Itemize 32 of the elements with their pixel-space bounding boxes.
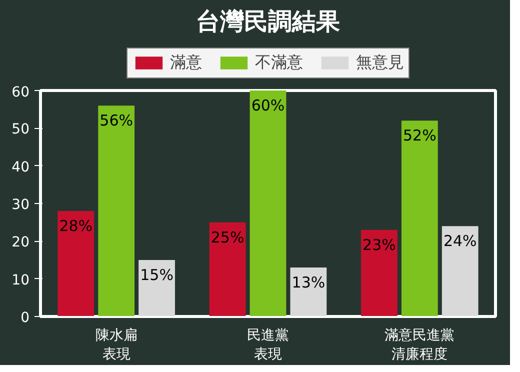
bar bbox=[98, 106, 135, 316]
y-tick-label: 10 bbox=[12, 272, 30, 288]
data-label: 56% bbox=[100, 112, 134, 130]
bar bbox=[361, 230, 398, 316]
bar bbox=[58, 211, 94, 316]
legend-label: 不滿意 bbox=[255, 52, 303, 73]
y-tick-label: 60 bbox=[12, 84, 30, 100]
data-label: 60% bbox=[251, 96, 285, 114]
bar bbox=[250, 90, 286, 316]
data-label: 28% bbox=[59, 217, 93, 236]
data-label: 52% bbox=[402, 126, 436, 145]
x-tick-label: 滿意民進黨清廉程度 bbox=[384, 328, 455, 363]
data-label: 13% bbox=[292, 274, 326, 292]
x-tick-label: 民進黨表現 bbox=[247, 328, 289, 363]
bar bbox=[401, 120, 438, 316]
bar bbox=[290, 268, 327, 316]
legend-label: 滿意 bbox=[170, 52, 202, 73]
y-tick-label: 50 bbox=[12, 122, 30, 138]
bar bbox=[138, 260, 175, 316]
data-label: 24% bbox=[443, 232, 477, 250]
chart-title: 台灣民調結果 bbox=[196, 8, 340, 36]
legend-label: 無意見 bbox=[356, 52, 404, 73]
bar bbox=[209, 222, 246, 316]
data-label: 15% bbox=[140, 266, 174, 284]
y-tick-label: 40 bbox=[12, 159, 30, 176]
data-label: 25% bbox=[210, 228, 244, 246]
y-tick-label: 20 bbox=[12, 234, 30, 251]
x-tick-label: 陳水扁表現 bbox=[95, 328, 138, 363]
y-tick-label: 0 bbox=[20, 310, 30, 326]
data-label: 23% bbox=[362, 236, 396, 254]
y-tick-label: 30 bbox=[12, 197, 30, 213]
bar bbox=[442, 226, 478, 316]
